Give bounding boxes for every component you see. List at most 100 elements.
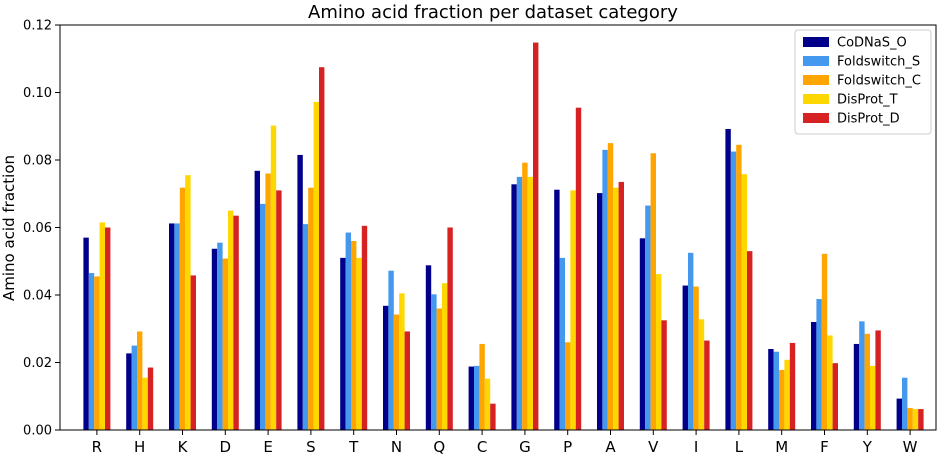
bar-CoDNaS_O-N (383, 305, 389, 430)
bar-DisProt_T-M (784, 359, 790, 430)
bar-DisProt_D-C (490, 403, 496, 430)
y-tick-label: 0.08 (23, 154, 52, 169)
bar-DisProt_T-N (399, 293, 405, 430)
legend-swatch (803, 113, 829, 123)
x-tick-label: T (348, 438, 359, 456)
bar-Foldswitch_S-N (388, 270, 394, 430)
x-tick-label: N (391, 438, 402, 456)
bar-DisProt_D-K (190, 275, 196, 430)
bar-DisProt_T-C (484, 378, 491, 430)
bar-DisProt_T-D (228, 210, 234, 430)
x-tick-label: Y (862, 438, 873, 456)
bar-Foldswitch_C-W (907, 408, 913, 430)
legend-label: CoDNaS_O (837, 36, 907, 51)
bar-CoDNaS_O-D (211, 248, 218, 430)
bar-DisProt_D-H (147, 367, 154, 430)
bar-CoDNaS_O-L (725, 128, 731, 430)
bar-CoDNaS_O-F (811, 322, 817, 430)
bar-CoDNaS_O-C (468, 366, 474, 430)
bar-DisProt_D-L (747, 251, 753, 431)
legend: CoDNaS_O Foldswitch_S Foldswitch_C DisProt_… (794, 29, 932, 135)
bar-Foldswitch_S-W (902, 377, 908, 430)
bar-CoDNaS_O-Y (853, 343, 860, 430)
legend-swatch (803, 37, 829, 47)
bar-Foldswitch_C-E (265, 173, 271, 430)
bar-Foldswitch_C-A (607, 143, 614, 431)
bar-Foldswitch_C-R (94, 276, 100, 430)
bar-DisProt_T-H (142, 377, 148, 430)
bar-DisProt_D-W (918, 409, 924, 430)
bar-DisProt_D-Y (875, 330, 881, 430)
bar-CoDNaS_O-A (597, 193, 603, 430)
legend-swatch (803, 94, 829, 104)
bar-DisProt_T-Y (870, 365, 876, 431)
bar-DisProt_T-K (185, 175, 191, 430)
bar-Foldswitch_S-H (131, 345, 137, 431)
bar-Foldswitch_S-P (559, 257, 565, 431)
x-tick-label: S (306, 438, 316, 456)
bar-DisProt_D-A (618, 181, 624, 430)
bar-CoDNaS_O-H (126, 353, 132, 430)
bar-Foldswitch_S-E (260, 203, 266, 431)
bar-DisProt_D-R (105, 227, 111, 430)
x-tick-label: P (563, 438, 572, 456)
x-tick-label: Q (433, 438, 445, 456)
bar-Foldswitch_S-Y (859, 321, 865, 430)
bar-DisProt_D-I (704, 340, 710, 430)
bar-DisProt_D-Q (447, 227, 453, 430)
bar-CoDNaS_O-P (554, 189, 560, 430)
bar-Foldswitch_S-S (302, 224, 309, 431)
bar-Foldswitch_S-K (174, 223, 180, 430)
bar-Foldswitch_S-T (345, 232, 351, 430)
bar-DisProt_T-Q (442, 283, 448, 430)
bar-DisProt_T-L (741, 174, 747, 430)
bar-CoDNaS_O-G (511, 184, 517, 430)
x-tick-label: L (735, 438, 744, 456)
bar-DisProt_D-S (319, 67, 325, 430)
bar-CoDNaS_O-M (768, 349, 774, 430)
x-tick-label: W (903, 438, 918, 456)
bar-CoDNaS_O-W (896, 398, 902, 430)
bar-Foldswitch_C-P (565, 342, 571, 430)
bar-Foldswitch_S-I (688, 252, 694, 430)
x-tick-label: R (92, 438, 102, 456)
bar-Foldswitch_C-I (693, 286, 699, 430)
x-tick-label: K (178, 438, 189, 456)
x-tick-label: E (263, 438, 272, 456)
bar-DisProt_D-V (661, 320, 667, 430)
bar-Foldswitch_C-C (479, 343, 485, 430)
bar-Foldswitch_S-R (88, 273, 95, 430)
bar-DisProt_T-S (313, 101, 319, 430)
bar-DisProt_T-F (827, 335, 833, 430)
bar-DisProt_D-F (832, 363, 838, 430)
bar-Foldswitch_S-C (474, 365, 480, 431)
legend-swatch (803, 56, 829, 66)
bar-DisProt_T-T (356, 257, 362, 431)
y-tick-label: 0.10 (23, 86, 52, 101)
bar-Foldswitch_S-M (773, 351, 779, 430)
bar-DisProt_T-W (912, 409, 919, 430)
y-tick-label: 0.04 (23, 289, 52, 304)
bar-Foldswitch_C-K (179, 187, 186, 430)
bar-DisProt_D-P (575, 107, 582, 430)
bar-DisProt_D-T (361, 225, 368, 430)
bar-CoDNaS_O-T (340, 257, 346, 431)
x-tick-label: I (694, 438, 698, 456)
x-tick-label: V (648, 438, 659, 456)
bar-DisProt_D-N (404, 331, 410, 430)
legend-label: DisProt_T (837, 93, 898, 108)
bar-Foldswitch_S-Q (431, 294, 437, 430)
bar-CoDNaS_O-V (639, 238, 646, 430)
bar-DisProt_T-G (527, 176, 533, 431)
y-axis-label: Amino acid fraction (0, 155, 18, 301)
bar-Foldswitch_S-G (516, 176, 523, 431)
axes-group: 0.00 0.02 0.04 0.06 0.08 0.10 0.12 R H K D E S T N Q C G P… (23, 19, 937, 456)
x-tick-label: M (775, 438, 788, 456)
bar-DisProt_T-A (613, 187, 619, 430)
bars-group (83, 42, 924, 431)
bar-DisProt_D-G (533, 42, 539, 431)
bar-CoDNaS_O-K (169, 223, 175, 430)
y-tick-label: 0.00 (23, 424, 52, 439)
bar-Foldswitch_C-G (522, 162, 528, 430)
bar-DisProt_T-P (570, 190, 576, 431)
